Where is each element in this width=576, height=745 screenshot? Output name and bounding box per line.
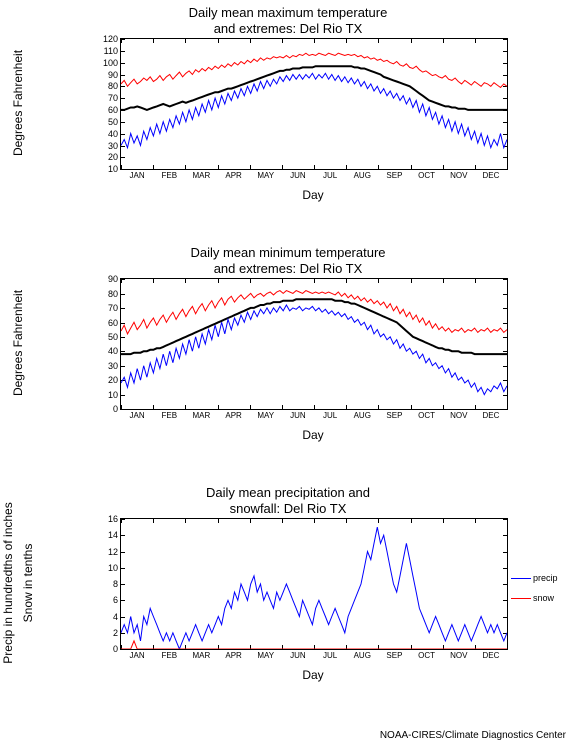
y-tick-label: 90 — [108, 274, 121, 284]
x-tick-label: JUN — [290, 169, 306, 180]
chart-title: Daily mean maximum temperatureand extrem… — [0, 5, 576, 36]
x-tick-label: NOV — [450, 409, 467, 420]
legend-label-snow: snow — [533, 593, 554, 603]
chart-max-temp: Daily mean maximum temperatureand extrem… — [0, 5, 576, 208]
legend-line-precip — [511, 578, 531, 579]
x-tick-label: FEB — [161, 649, 177, 660]
x-tick-label: FEB — [161, 409, 177, 420]
y-tick-label: 4 — [113, 612, 121, 622]
y-axis-label: Degrees Fahrenheit — [11, 50, 25, 156]
y-tick-label: 40 — [108, 129, 121, 139]
x-tick-label: DEC — [482, 169, 499, 180]
y-tick-label: 120 — [103, 34, 121, 44]
y-tick-label: 70 — [108, 93, 121, 103]
y-tick-label: 10 — [108, 390, 121, 400]
x-tick-label: MAR — [193, 169, 211, 180]
chart-title: Daily mean precipitation andsnowfall: De… — [0, 485, 576, 516]
series-max — [121, 53, 507, 87]
y-tick-label: 16 — [108, 514, 121, 524]
x-tick-label: OCT — [418, 169, 435, 180]
y-tick-label: 10 — [108, 164, 121, 174]
x-tick-label: APR — [225, 649, 241, 660]
x-tick-label: JAN — [130, 409, 145, 420]
y-tick-label: 90 — [108, 70, 121, 80]
x-tick-label: JAN — [130, 649, 145, 660]
x-tick-label: SEP — [386, 409, 402, 420]
y-axis-label: Degrees Fahrenheit — [11, 290, 25, 396]
y-tick-label: 0 — [113, 644, 121, 654]
x-tick-label: APR — [225, 409, 241, 420]
y-tick-label: 30 — [108, 361, 121, 371]
plot-area: 0246810121416JANFEBMARAPRMAYJUNJULAUGSEP… — [120, 518, 508, 650]
chart-precip: Daily mean precipitation andsnowfall: De… — [0, 485, 576, 688]
y-tick-label: 100 — [103, 58, 121, 68]
legend-line-snow — [511, 598, 531, 599]
x-tick-label: AUG — [354, 649, 371, 660]
y-axis-label-1: Precip in hundredths of inches — [1, 502, 15, 663]
x-tick-label: MAY — [257, 649, 274, 660]
x-tick-label: MAR — [193, 649, 211, 660]
legend-label-precip: precip — [533, 573, 558, 583]
x-tick-label: JUN — [290, 409, 306, 420]
series-precip — [121, 527, 507, 649]
y-axis-label-2: Snow in tenths — [21, 544, 35, 623]
y-tick-label: 80 — [108, 81, 121, 91]
chart-min-temp: Daily mean minimum temperatureand extrem… — [0, 245, 576, 448]
y-tick-label: 14 — [108, 530, 121, 540]
x-tick-label: DEC — [482, 649, 499, 660]
y-tick-label: 80 — [108, 289, 121, 299]
y-tick-label: 50 — [108, 332, 121, 342]
y-tick-label: 70 — [108, 303, 121, 313]
plot-area: 102030405060708090100110120JANFEBMARAPRM… — [120, 38, 508, 170]
series-svg — [121, 519, 507, 649]
y-tick-label: 10 — [108, 563, 121, 573]
x-tick-label: JUL — [323, 409, 337, 420]
chart-title: Daily mean minimum temperatureand extrem… — [0, 245, 576, 276]
x-axis-label: Day — [120, 188, 506, 202]
y-tick-label: 20 — [108, 152, 121, 162]
x-tick-label: JUL — [323, 649, 337, 660]
x-tick-label: DEC — [482, 409, 499, 420]
x-tick-label: MAR — [193, 409, 211, 420]
y-tick-label: 6 — [113, 595, 121, 605]
x-tick-label: OCT — [418, 649, 435, 660]
series-min — [121, 73, 507, 147]
y-tick-label: 110 — [104, 46, 121, 56]
series-svg — [121, 279, 507, 409]
x-tick-label: OCT — [418, 409, 435, 420]
x-tick-label: SEP — [386, 169, 402, 180]
x-tick-label: JUL — [323, 169, 337, 180]
y-tick-label: 12 — [108, 547, 121, 557]
y-tick-label: 60 — [108, 318, 121, 328]
series-max — [121, 291, 507, 334]
series-mean — [121, 299, 507, 354]
x-tick-label: AUG — [354, 169, 371, 180]
attribution-text: NOAA-CIRES/Climate Diagnostics Center — [380, 730, 566, 741]
y-tick-label: 8 — [113, 579, 121, 589]
x-tick-label: JUN — [290, 649, 306, 660]
x-tick-label: JAN — [130, 169, 145, 180]
x-tick-label: NOV — [450, 169, 467, 180]
x-tick-label: FEB — [161, 169, 177, 180]
plot-area: 0102030405060708090JANFEBMARAPRMAYJUNJUL… — [120, 278, 508, 410]
y-tick-label: 60 — [108, 105, 121, 115]
y-tick-label: 40 — [108, 346, 121, 356]
x-axis-label: Day — [120, 428, 506, 442]
x-tick-label: MAY — [257, 409, 274, 420]
x-tick-label: APR — [225, 169, 241, 180]
x-tick-label: SEP — [386, 649, 402, 660]
y-tick-label: 0 — [113, 404, 121, 414]
x-tick-label: AUG — [354, 409, 371, 420]
series-svg — [121, 39, 507, 169]
y-tick-label: 50 — [108, 117, 121, 127]
y-tick-label: 2 — [113, 628, 121, 638]
y-tick-label: 30 — [108, 141, 121, 151]
x-axis-label: Day — [120, 668, 506, 682]
x-tick-label: NOV — [450, 649, 467, 660]
y-tick-label: 20 — [108, 375, 121, 385]
x-tick-label: MAY — [257, 169, 274, 180]
